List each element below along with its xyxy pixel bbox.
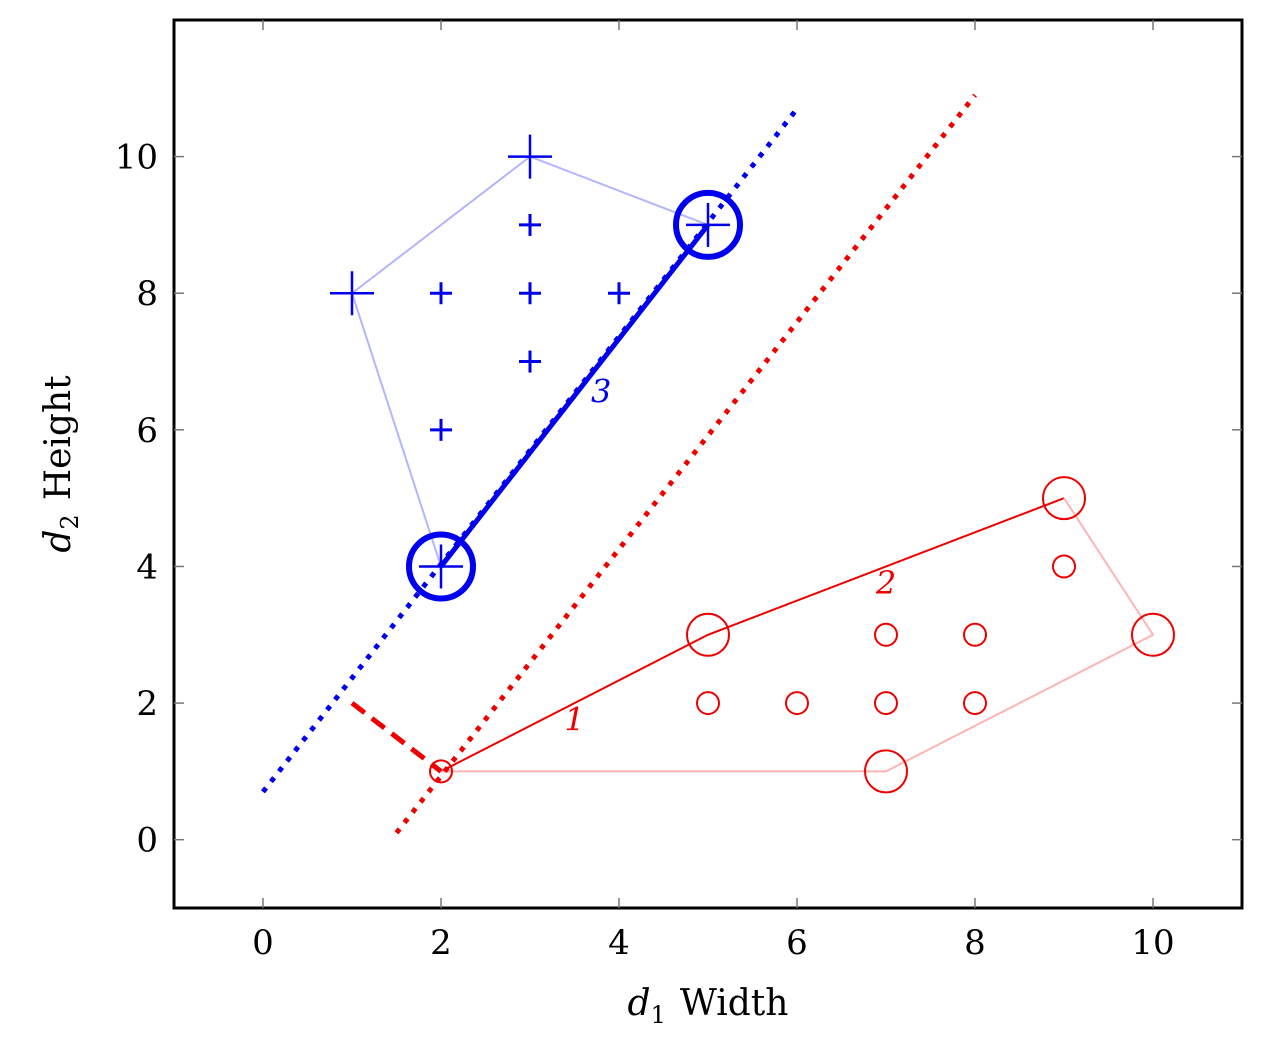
circle-marker: [1042, 476, 1086, 521]
y-tick-label: 8: [136, 274, 158, 314]
circle-marker: [963, 622, 987, 647]
y-axis-label: d2Height: [38, 375, 84, 553]
x-tick-label: 2: [430, 923, 452, 963]
circle-marker: [874, 691, 898, 716]
hull-outlines: [350, 155, 1155, 773]
axis-ticks: 0 2 4 6 8 10 0 2 4 6 8 10: [115, 20, 1242, 963]
annotations: 1 2 3: [564, 373, 896, 739]
circle-marker: [429, 759, 453, 784]
data-points: [330, 134, 1175, 794]
decision-lines: [261, 93, 977, 835]
circle-marker: [686, 612, 730, 657]
x-tick-label: 4: [608, 923, 630, 963]
y-tick-label: 10: [115, 138, 158, 178]
hull-edge: [350, 155, 709, 567]
circle-marker: [963, 691, 987, 716]
hull-edge: [440, 497, 1065, 773]
plot-frame: [172, 18, 1244, 910]
x-axis-label: d1 Width: [628, 983, 789, 1029]
circle-marker: [1052, 554, 1076, 579]
circle-marker: [874, 622, 898, 647]
circle-marker: [1131, 612, 1175, 657]
separator-dotted-line: [394, 93, 977, 835]
circle-marker: [696, 691, 720, 716]
y-tick-label: 6: [136, 411, 158, 451]
annotation-label: 2: [875, 564, 896, 602]
y-tick-label: 2: [136, 684, 158, 724]
annotation-label: 3: [591, 373, 611, 411]
support-vector-ring: [673, 189, 743, 260]
y-tick-label: 0: [136, 821, 158, 861]
circle-marker: [785, 691, 809, 716]
x-tick-label: 10: [1131, 923, 1174, 963]
support-vector-ring: [406, 531, 476, 602]
x-tick-label: 6: [786, 923, 808, 963]
y-tick-label: 4: [136, 547, 158, 587]
x-tick-label: 0: [252, 923, 274, 963]
margin-solid-line: [439, 223, 710, 569]
annotation-label: 1: [564, 700, 584, 738]
margin-dashed-line: [350, 701, 443, 774]
x-tick-label: 8: [964, 923, 986, 963]
hull-edge: [441, 497, 1155, 773]
circle-marker: [864, 749, 908, 794]
